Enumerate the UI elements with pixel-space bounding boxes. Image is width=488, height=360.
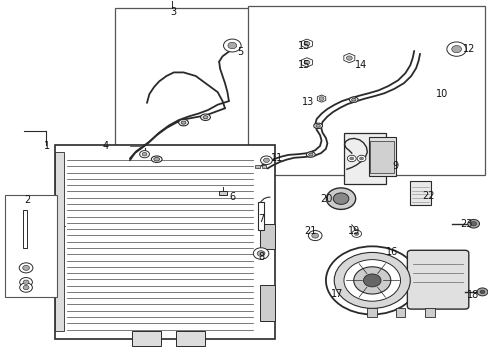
Bar — [255, 165, 260, 168]
Circle shape — [319, 97, 324, 100]
Circle shape — [333, 252, 409, 309]
Bar — [261, 165, 266, 168]
Text: 19: 19 — [347, 226, 359, 236]
Bar — [219, 191, 226, 195]
Bar — [132, 331, 161, 346]
Ellipse shape — [178, 120, 188, 126]
Circle shape — [476, 288, 487, 296]
Ellipse shape — [308, 153, 312, 156]
Circle shape — [23, 280, 29, 284]
Bar — [424, 308, 434, 317]
Bar — [260, 285, 274, 320]
Circle shape — [142, 152, 147, 156]
Text: 10: 10 — [435, 89, 447, 99]
Circle shape — [346, 56, 351, 60]
Bar — [344, 134, 385, 184]
Circle shape — [260, 156, 272, 165]
Circle shape — [351, 230, 361, 237]
Text: 18: 18 — [466, 291, 478, 301]
Circle shape — [354, 232, 358, 235]
Circle shape — [140, 150, 149, 158]
Ellipse shape — [315, 125, 320, 127]
Circle shape — [22, 265, 29, 270]
Bar — [369, 140, 393, 173]
Circle shape — [257, 251, 264, 256]
Bar — [395, 308, 405, 317]
Circle shape — [346, 155, 355, 162]
Bar — [4, 195, 57, 297]
Text: 6: 6 — [229, 192, 235, 202]
Bar — [366, 308, 376, 317]
Ellipse shape — [203, 116, 207, 119]
Text: 5: 5 — [237, 46, 243, 57]
Text: 2: 2 — [24, 195, 31, 205]
Ellipse shape — [181, 121, 185, 124]
Circle shape — [451, 45, 461, 53]
Circle shape — [349, 157, 353, 160]
Text: 22: 22 — [422, 191, 434, 201]
Circle shape — [223, 39, 241, 52]
Circle shape — [253, 248, 268, 259]
Text: 13: 13 — [301, 97, 313, 107]
Circle shape — [304, 41, 309, 46]
Bar — [409, 181, 430, 205]
Circle shape — [467, 220, 479, 228]
Circle shape — [304, 60, 309, 64]
Circle shape — [353, 267, 390, 294]
Circle shape — [311, 233, 318, 238]
Circle shape — [19, 263, 33, 273]
Circle shape — [308, 230, 322, 240]
Text: 8: 8 — [258, 252, 264, 262]
Circle shape — [325, 246, 418, 315]
Circle shape — [23, 285, 29, 290]
Text: 14: 14 — [355, 60, 367, 70]
Bar — [247, 6, 485, 175]
Circle shape — [446, 42, 466, 56]
Bar — [260, 224, 274, 249]
Ellipse shape — [154, 157, 159, 161]
Text: 7: 7 — [258, 215, 264, 224]
Circle shape — [20, 283, 32, 292]
Text: 21: 21 — [304, 226, 316, 236]
Circle shape — [332, 193, 348, 204]
Text: 17: 17 — [330, 289, 343, 299]
Ellipse shape — [151, 156, 162, 162]
Circle shape — [227, 42, 236, 49]
Ellipse shape — [348, 97, 357, 102]
Ellipse shape — [306, 152, 315, 157]
Text: 20: 20 — [320, 194, 332, 204]
Circle shape — [20, 278, 32, 287]
Ellipse shape — [351, 98, 355, 101]
Text: 1: 1 — [44, 141, 50, 151]
Bar — [55, 145, 274, 338]
Bar — [176, 331, 205, 346]
Text: 23: 23 — [459, 219, 471, 229]
Text: 4: 4 — [102, 141, 108, 151]
Circle shape — [263, 158, 269, 162]
Bar — [22, 211, 26, 248]
Ellipse shape — [200, 114, 210, 121]
Text: 3: 3 — [170, 7, 177, 17]
Text: 11: 11 — [270, 153, 283, 163]
Text: 15: 15 — [297, 41, 309, 50]
Circle shape — [359, 157, 363, 160]
Circle shape — [479, 290, 484, 294]
Circle shape — [363, 274, 380, 287]
Text: 12: 12 — [462, 44, 474, 54]
Ellipse shape — [313, 123, 322, 129]
Text: 16: 16 — [385, 247, 397, 257]
Circle shape — [470, 222, 476, 226]
Circle shape — [343, 260, 400, 301]
Bar — [115, 8, 250, 175]
Circle shape — [356, 155, 365, 162]
Bar — [258, 202, 264, 230]
Bar — [55, 152, 64, 331]
Text: 15: 15 — [297, 60, 309, 70]
Bar — [368, 137, 395, 176]
Text: 9: 9 — [392, 161, 398, 171]
FancyBboxPatch shape — [407, 250, 468, 309]
Circle shape — [326, 188, 355, 210]
